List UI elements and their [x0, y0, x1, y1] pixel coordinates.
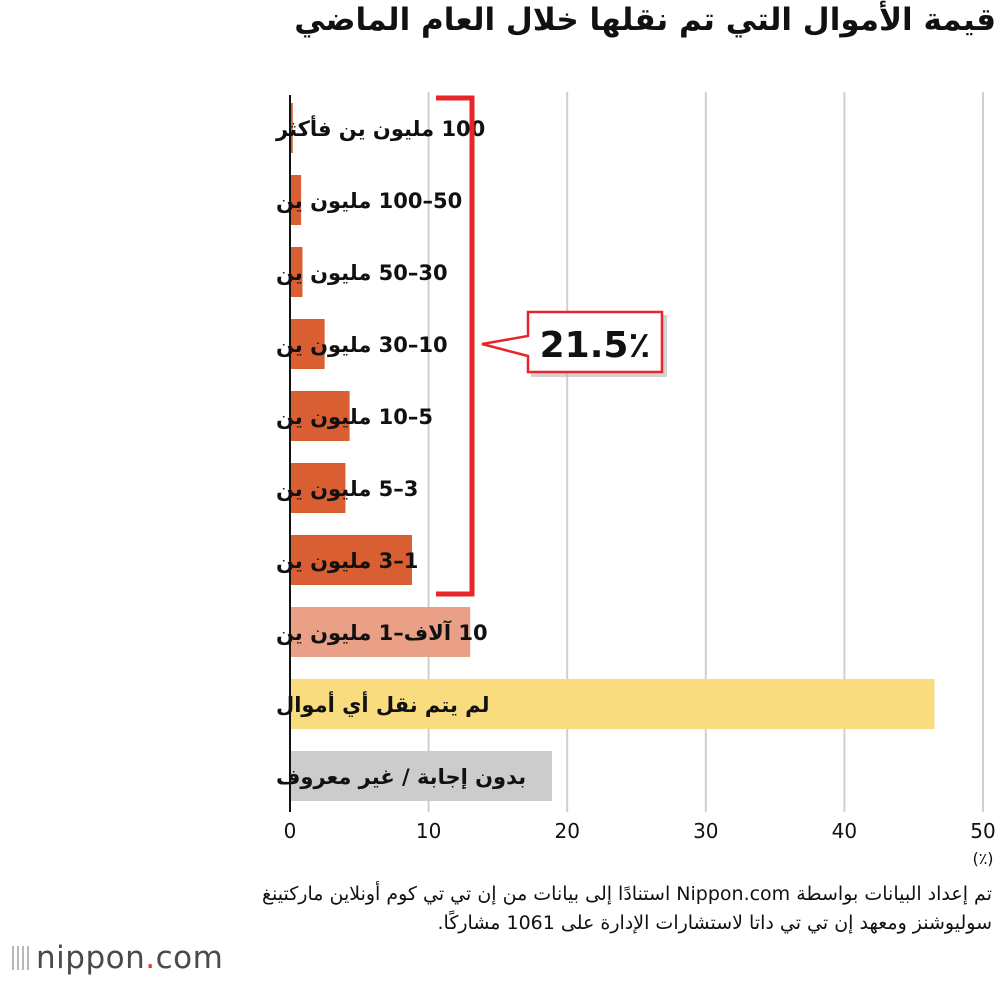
x-tick-label-50: 50	[970, 819, 995, 843]
bar-5	[290, 463, 346, 513]
x-tick-label-20: 20	[554, 819, 579, 843]
callout-box	[481, 310, 664, 374]
callout-value: 21.5٪	[540, 325, 651, 366]
logo-bars-icon	[12, 946, 30, 970]
bar-2	[290, 247, 303, 297]
bar-9	[290, 751, 552, 801]
bar-chart: 0 10 20 30 40 50 100 مليون ين فأكثر 50–100 ملي…	[275, 92, 996, 868]
bar-3	[290, 319, 325, 369]
category-label-6: 1–3 مليون ين	[276, 549, 418, 573]
x-tick-label-40: 40	[832, 819, 857, 843]
x-tick-labels: 0 10 20 30 40 50	[284, 819, 996, 843]
chart-title: قيمة الأموال التي تم نقلها خلال العام ال…	[294, 2, 996, 38]
category-labels: 100 مليون ين فأكثر 50–100 مليون ين 30–50 م…	[275, 114, 526, 789]
category-label-2: 30–50 مليون ين	[276, 261, 448, 285]
category-label-8: لم يتم نقل أي أموال	[276, 690, 490, 718]
bar-4	[290, 391, 350, 441]
bar-0	[290, 103, 293, 153]
bar-6	[290, 535, 412, 585]
bar-1	[290, 175, 302, 225]
logo-name: nippon	[36, 940, 146, 976]
category-label-4: 5–10 مليون ين	[276, 405, 433, 429]
category-label-9: بدون إجابة / غير معروف	[276, 765, 526, 789]
x-tick-label-10: 10	[416, 819, 441, 843]
category-label-0: 100 مليون ين فأكثر	[275, 114, 485, 141]
annotation-bracket: 21.5٪	[436, 95, 667, 597]
category-label-5: 3–5 مليون ين	[276, 477, 418, 501]
category-label-7: 10 آلاف–1 مليون ين	[276, 620, 488, 645]
bar-8	[290, 679, 935, 729]
x-unit-label: (٪)	[972, 849, 993, 868]
nippon-logo: nippon.com	[12, 940, 223, 976]
bars	[290, 103, 935, 801]
bracket-line	[436, 95, 475, 597]
category-label-1: 50–100 مليون ين	[276, 189, 462, 213]
category-label-3: 10–30 مليون ين	[276, 333, 448, 357]
x-tick-label-30: 30	[693, 819, 718, 843]
source-note: تم إعداد البيانات بواسطة Nippon.com استن…	[261, 883, 992, 935]
x-tick-label-0: 0	[284, 819, 297, 843]
logo-dot: .	[145, 940, 156, 976]
logo-suffix: com	[155, 940, 224, 976]
bar-7	[290, 607, 471, 657]
